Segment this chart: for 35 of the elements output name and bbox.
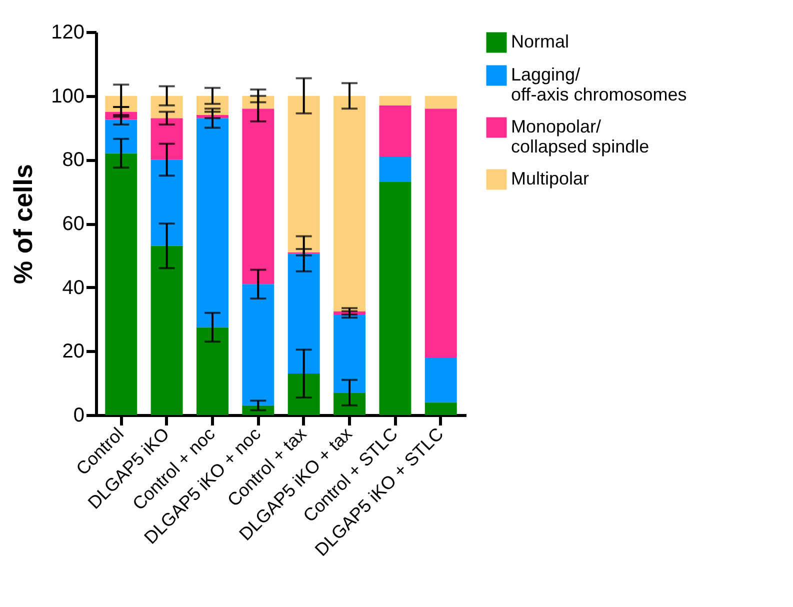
- bar: [334, 96, 366, 312]
- y-tick-label: 40: [62, 276, 84, 299]
- bar: [379, 96, 412, 106]
- y-axis-title: % of cells: [8, 164, 38, 284]
- bar: [334, 392, 366, 415]
- bar: [105, 153, 138, 415]
- bar: [379, 156, 412, 182]
- bar: [288, 96, 320, 252]
- legend-label: Multipolar: [511, 168, 590, 188]
- bar: [379, 105, 412, 156]
- bar: [150, 160, 183, 246]
- bar: [424, 402, 457, 415]
- bar: [105, 120, 138, 154]
- bar: [379, 182, 412, 415]
- y-tick-label: 100: [51, 85, 84, 108]
- bar: [424, 96, 457, 109]
- legend-label: Lagging/ off-axis chromosomes: [511, 64, 687, 104]
- bar: [150, 118, 183, 160]
- y-tick-label: 0: [73, 404, 84, 426]
- bar: [424, 358, 457, 402]
- legend-label: Monopolar/ collapsed spindle: [511, 116, 650, 156]
- bar: [242, 108, 274, 284]
- y-tick-label: 60: [62, 213, 84, 235]
- bar: [150, 246, 183, 415]
- legend-label: Normal: [511, 32, 570, 52]
- y-tick-label: 120: [51, 22, 84, 44]
- bar: [334, 314, 366, 393]
- y-tick-label: 20: [62, 340, 84, 363]
- bar: [196, 118, 228, 328]
- y-tick-label: 80: [62, 149, 84, 172]
- bar: [242, 284, 274, 406]
- bar: [288, 254, 320, 374]
- bar: [196, 327, 228, 415]
- bar: [288, 374, 320, 415]
- bar: [424, 108, 457, 358]
